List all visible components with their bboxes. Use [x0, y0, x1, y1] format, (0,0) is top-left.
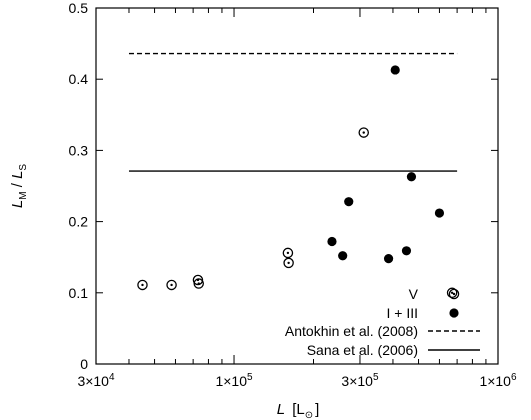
legend-marker-i-iii — [449, 308, 459, 318]
marker-ring — [166, 279, 177, 291]
marker-ring — [446, 287, 458, 299]
marker-center — [287, 261, 290, 265]
marker-center — [197, 282, 200, 285]
data-points — [137, 65, 458, 299]
marker-ring — [283, 257, 294, 269]
x-tick-label: 1×106 — [479, 372, 517, 389]
v-point — [137, 279, 148, 291]
y-tick-label: 0.4 — [69, 71, 89, 87]
legend: V I + III Antokhin et al. (2008) Sana et… — [285, 286, 480, 358]
marker-ring — [358, 127, 369, 138]
i-iii-point — [338, 251, 348, 261]
v-point — [166, 279, 177, 291]
y-tick-label: 0.2 — [69, 214, 89, 230]
marker-center — [452, 292, 456, 296]
x-tick-label: 1×105 — [215, 372, 253, 389]
i-iii-point — [401, 246, 412, 256]
legend-label-sana: Sana et al. (2006) — [307, 342, 418, 358]
axis-ticks: 0 0.1 0.2 0.3 0.4 0.5 3×104 1×105 3×105 1×106 — [69, 0, 517, 389]
marker-center — [450, 291, 454, 294]
legend-label-v: V — [409, 286, 419, 302]
marker-ring — [193, 278, 204, 289]
x-tick-label: 3×105 — [341, 372, 379, 389]
i-iii-point — [327, 236, 337, 247]
i-iii-point — [406, 172, 417, 182]
v-point — [193, 278, 204, 289]
v-point — [282, 247, 294, 259]
marker-ring — [282, 247, 294, 259]
x-axis-label: L [L⊙] — [277, 401, 320, 420]
v-point — [446, 287, 458, 299]
v-point — [283, 257, 294, 269]
marker-center — [286, 251, 290, 255]
v-point — [358, 127, 369, 138]
y-tick-label: 0.3 — [69, 142, 89, 158]
plot-frame — [95, 7, 499, 365]
legend-label-i-iii: I + III — [386, 305, 418, 321]
i-iii-point — [434, 208, 445, 218]
i-iii-point — [390, 65, 400, 75]
reference-lines — [128, 52, 458, 172]
marker-center — [141, 283, 144, 287]
legend-marks — [428, 288, 480, 351]
marker-center — [170, 283, 173, 287]
y-tick-label: 0 — [80, 356, 88, 372]
marker-center — [362, 131, 365, 134]
i-iii-point — [344, 197, 354, 207]
i-iii-point — [383, 254, 394, 264]
legend-label-antokhin: Antokhin et al. (2008) — [285, 323, 418, 339]
y-tick-label: 0.1 — [69, 285, 89, 301]
y-axis-label: LM / LS — [9, 164, 29, 209]
marker-ring — [448, 288, 460, 300]
legend-marker-v — [448, 288, 460, 300]
y-tick-label: 0.5 — [69, 0, 89, 16]
marker-ring — [137, 279, 148, 291]
x-tick-label: 3×104 — [77, 372, 115, 389]
